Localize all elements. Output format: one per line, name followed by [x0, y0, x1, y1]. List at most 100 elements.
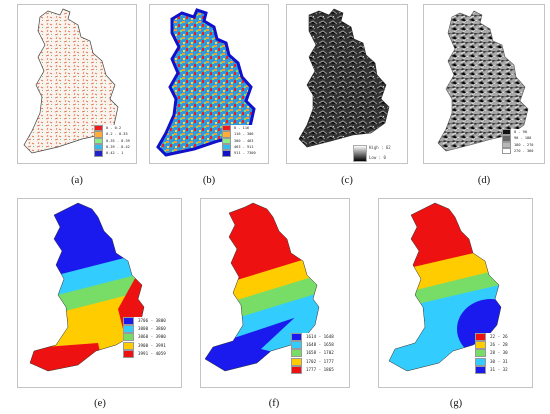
legend-item: 0 - 0.2 — [94, 124, 136, 132]
legend-label: 1777 - 1865 — [306, 366, 334, 372]
legend-label: 1648 - 1658 — [306, 342, 334, 348]
legend-label: 1614 - 1648 — [306, 334, 334, 340]
caption-a: (a) — [71, 175, 83, 186]
legend-label: 0 - 116 — [234, 126, 250, 131]
slope-map-c — [298, 8, 390, 148]
legend-b: 0 - 116 116 - 300 300 - 463 463 - 911 91… — [222, 124, 266, 157]
legend-label: 0 - 90 — [514, 130, 527, 135]
legend-label: 1702 - 1777 — [306, 358, 334, 364]
legend-item: 0.39 - 0.42 — [94, 143, 136, 151]
legend-item: 30 - 31 — [475, 357, 529, 366]
legend-label: 0.35 - 0.39 — [106, 138, 130, 143]
aspect-map-d — [437, 10, 529, 152]
legend-swatch — [502, 135, 511, 142]
legend-item: 1658 - 1702 — [291, 349, 347, 358]
legend-swatch — [475, 365, 486, 374]
legend-item: 116 - 300 — [222, 131, 266, 138]
legend-swatch — [291, 341, 302, 350]
legend-item: 31 - 32 — [475, 365, 529, 374]
legend-swatch — [502, 147, 511, 155]
legend-swatch — [502, 141, 511, 148]
map-panel-b: 0 - 116 116 - 300 300 - 463 463 - 911 91… — [149, 4, 269, 164]
legend-label: 30 - 31 — [490, 358, 508, 364]
caption-c: (c) — [341, 175, 353, 186]
legend-label: 270 - 360 — [514, 149, 534, 154]
legend-swatch — [94, 150, 103, 157]
legend-label: 3860 - 3900 — [138, 334, 166, 340]
legend-g: 22 - 26 26 - 28 28 - 30 30 - 31 31 - 32 — [475, 333, 529, 374]
legend-swatch — [222, 131, 231, 138]
legend-item: 3900 - 3991 — [123, 341, 179, 350]
legend-item: 1614 - 1648 — [291, 333, 347, 342]
legend-item: 28 - 30 — [475, 349, 529, 358]
legend-item: 1648 - 1658 — [291, 341, 347, 350]
legend-item: 0 - 116 — [222, 124, 266, 132]
legend-label: 0 - 0.2 — [106, 126, 122, 131]
legend-swatch — [123, 333, 134, 342]
legend-item: 270 - 360 — [502, 147, 544, 155]
map-panel-d: 0 - 90 90 - 180 180 - 270 270 - 360 — [423, 4, 545, 164]
legend-swatch — [123, 325, 134, 334]
legend-swatch — [123, 341, 134, 350]
caption-e: (e) — [94, 398, 106, 409]
legend-item: 0.42 - 1 — [94, 150, 136, 157]
legend-label: 22 - 26 — [490, 334, 508, 340]
legend-item: 1702 - 1777 — [291, 357, 347, 366]
legend-label: 31 - 32 — [490, 366, 508, 372]
ramp-low-label: Low : 0 — [369, 155, 386, 160]
legend-swatch — [222, 124, 231, 132]
legend-label: 3800 - 3860 — [138, 326, 166, 332]
map-panel-a: 0 - 0.2 0.2 - 0.35 0.35 - 0.39 0.39 - 0.… — [17, 4, 137, 164]
legend-item: 463 - 911 — [222, 143, 266, 151]
legend-d: 0 - 90 90 - 180 180 - 270 270 - 360 — [502, 128, 544, 155]
legend-label: 116 - 300 — [234, 132, 254, 137]
legend-swatch — [94, 131, 103, 138]
legend-item: 3800 - 3860 — [123, 325, 179, 334]
legend-swatch — [222, 137, 231, 144]
legend-swatch — [94, 137, 103, 144]
ramp-high-label: High : 62 — [369, 145, 391, 150]
legend-swatch — [94, 124, 103, 132]
caption-b: (b) — [202, 175, 216, 186]
legend-label: 3991 - 4059 — [138, 350, 166, 356]
legend-swatch — [291, 333, 302, 342]
land-use-map-a — [23, 8, 119, 154]
legend-item: 1777 - 1865 — [291, 365, 347, 374]
legend-item: 3706 - 3800 — [123, 317, 179, 326]
map-panel-c: High : 62 Low : 0 — [286, 4, 408, 164]
legend-swatch — [222, 150, 231, 157]
legend-label: 28 - 30 — [490, 350, 508, 356]
legend-item: 0.2 - 0.35 — [94, 131, 136, 138]
map-panel-f: 1614 - 1648 1648 - 1658 1658 - 1702 1702… — [200, 198, 350, 388]
legend-label: 90 - 180 — [514, 136, 532, 141]
legend-e: 3706 - 3800 3800 - 3860 3860 - 3900 3900… — [123, 317, 179, 358]
map-panel-g: 22 - 26 26 - 28 28 - 30 30 - 31 31 - 32 — [378, 198, 533, 388]
legend-item: 3860 - 3900 — [123, 333, 179, 342]
gradient-ramp — [353, 145, 367, 162]
legend-label: 26 - 28 — [490, 342, 508, 348]
legend-label: 911 - 7300 — [234, 151, 256, 156]
map-panel-e: 3706 - 3800 3800 - 3860 3860 - 3900 3900… — [17, 198, 182, 388]
legend-swatch — [475, 357, 486, 366]
legend-swatch — [475, 349, 486, 358]
temperature-zone-map-e — [29, 202, 145, 372]
legend-item: 26 - 28 — [475, 341, 529, 350]
legend-swatch — [502, 128, 511, 136]
legend-label: 0.39 - 0.42 — [106, 145, 130, 150]
legend-item: 90 - 180 — [502, 135, 544, 142]
legend-f: 1614 - 1648 1648 - 1658 1658 - 1702 1702… — [291, 333, 347, 374]
legend-label: 1658 - 1702 — [306, 350, 334, 356]
legend-item: 22 - 26 — [475, 333, 529, 342]
caption-f: (f) — [268, 398, 280, 409]
distance-map-b — [156, 8, 256, 157]
legend-item: 300 - 463 — [222, 137, 266, 144]
legend-a: 0 - 0.2 0.2 - 0.35 0.35 - 0.39 0.39 - 0.… — [94, 124, 136, 157]
legend-swatch — [291, 365, 302, 374]
legend-label: 180 - 270 — [514, 142, 534, 147]
legend-item: 3991 - 4059 — [123, 349, 179, 358]
legend-item: 911 - 7300 — [222, 150, 266, 157]
legend-item: 180 - 270 — [502, 141, 544, 148]
legend-swatch — [291, 357, 302, 366]
caption-d: (d) — [477, 175, 491, 186]
legend-swatch — [222, 143, 231, 151]
